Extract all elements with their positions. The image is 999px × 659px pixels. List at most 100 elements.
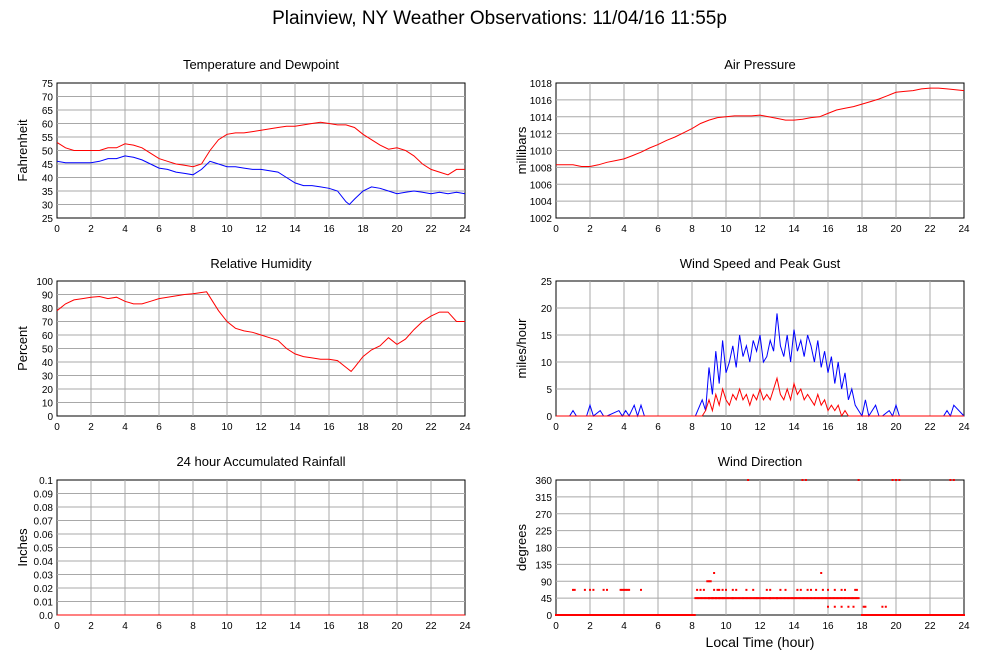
direction-point	[609, 614, 612, 616]
direction-point	[819, 597, 822, 600]
x-tick-label: 6	[655, 621, 661, 632]
y-tick-label: 100	[36, 277, 53, 288]
direction-point	[709, 580, 712, 583]
direction-point	[576, 614, 579, 616]
direction-point	[608, 614, 611, 616]
direction-point	[840, 588, 843, 591]
direction-point	[918, 614, 921, 616]
direction-point	[804, 479, 807, 481]
direction-point	[750, 597, 753, 600]
direction-point	[911, 614, 914, 616]
x-tick-label: 12	[754, 621, 766, 632]
direction-point	[857, 597, 860, 600]
direction-point	[788, 597, 791, 600]
direction-point	[957, 614, 960, 616]
direction-point	[833, 605, 836, 608]
direction-point	[594, 614, 597, 616]
direction-point	[881, 614, 884, 616]
direction-point	[797, 597, 800, 600]
direction-point	[766, 597, 769, 600]
direction-point	[702, 597, 705, 600]
direction-point	[826, 597, 829, 600]
direction-point	[949, 614, 952, 616]
x-tick-label: 12	[255, 621, 267, 632]
direction-point	[777, 597, 780, 600]
y-tick-label: 0	[546, 412, 552, 423]
direction-point	[564, 614, 567, 616]
direction-point	[685, 614, 688, 616]
series-line-0	[556, 87, 965, 167]
direction-point	[650, 614, 653, 616]
y-tick-label: 55	[42, 133, 54, 144]
x-tick-label: 8	[689, 224, 695, 235]
direction-point	[591, 614, 594, 616]
direction-point	[601, 614, 604, 616]
direction-point	[695, 597, 698, 600]
direction-point	[746, 597, 749, 600]
y-tick-label: 45	[541, 594, 553, 605]
x-tick-label: 0	[553, 422, 559, 433]
x-tick-label: 20	[391, 224, 403, 235]
x-tick-label: 4	[122, 224, 128, 235]
direction-point	[773, 597, 776, 600]
direction-point	[873, 614, 876, 616]
direction-point	[810, 588, 812, 591]
direction-point	[923, 614, 926, 616]
direction-point	[606, 614, 609, 616]
direction-point	[935, 614, 938, 616]
direction-point	[573, 588, 576, 591]
direction-point	[646, 614, 649, 616]
x-tick-label: 14	[289, 621, 301, 632]
direction-point	[810, 597, 812, 600]
direction-point	[922, 614, 925, 616]
direction-point	[651, 614, 654, 616]
direction-point	[948, 614, 951, 616]
direction-point	[929, 614, 931, 616]
direction-point	[699, 588, 702, 591]
direction-point	[838, 597, 841, 600]
direction-point	[678, 614, 681, 616]
direction-point	[617, 614, 620, 616]
direction-point	[884, 605, 887, 608]
direction-point	[897, 614, 900, 616]
direction-point	[804, 597, 807, 600]
direction-point	[555, 614, 557, 616]
direction-point	[881, 605, 884, 608]
x-tick-label: 16	[822, 422, 834, 433]
x-tick-label: 2	[88, 422, 94, 433]
direction-point	[861, 614, 863, 616]
direction-point	[895, 479, 897, 481]
direction-point	[867, 614, 870, 616]
direction-point	[885, 614, 888, 616]
direction-point	[781, 597, 784, 600]
direction-point	[587, 614, 590, 616]
direction-point	[857, 479, 860, 481]
direction-point	[799, 597, 802, 600]
direction-point	[612, 614, 615, 616]
direction-point	[820, 572, 823, 574]
direction-point	[765, 588, 768, 591]
y-tick-label: 80	[42, 304, 54, 315]
y-tick-label: 1002	[530, 214, 553, 225]
x-tick-label: 2	[587, 422, 593, 433]
x-tick-label: 6	[156, 621, 162, 632]
direction-point	[905, 614, 908, 616]
x-tick-label: 24	[958, 621, 970, 632]
direction-point	[718, 597, 721, 600]
y-axis-label: Inches	[15, 528, 30, 567]
direction-point	[814, 597, 817, 600]
direction-point	[572, 614, 575, 616]
direction-point	[821, 588, 824, 591]
direction-point	[708, 597, 710, 600]
direction-point	[915, 614, 918, 616]
direction-point	[815, 597, 818, 600]
direction-point	[774, 597, 777, 600]
x-tick-label: 2	[587, 224, 593, 235]
direction-point	[603, 614, 606, 616]
direction-point	[795, 597, 798, 600]
y-tick-label: 40	[42, 174, 54, 185]
direction-point	[610, 614, 613, 616]
direction-point	[637, 614, 640, 616]
direction-point	[776, 597, 778, 600]
x-tick-label: 12	[754, 422, 766, 433]
